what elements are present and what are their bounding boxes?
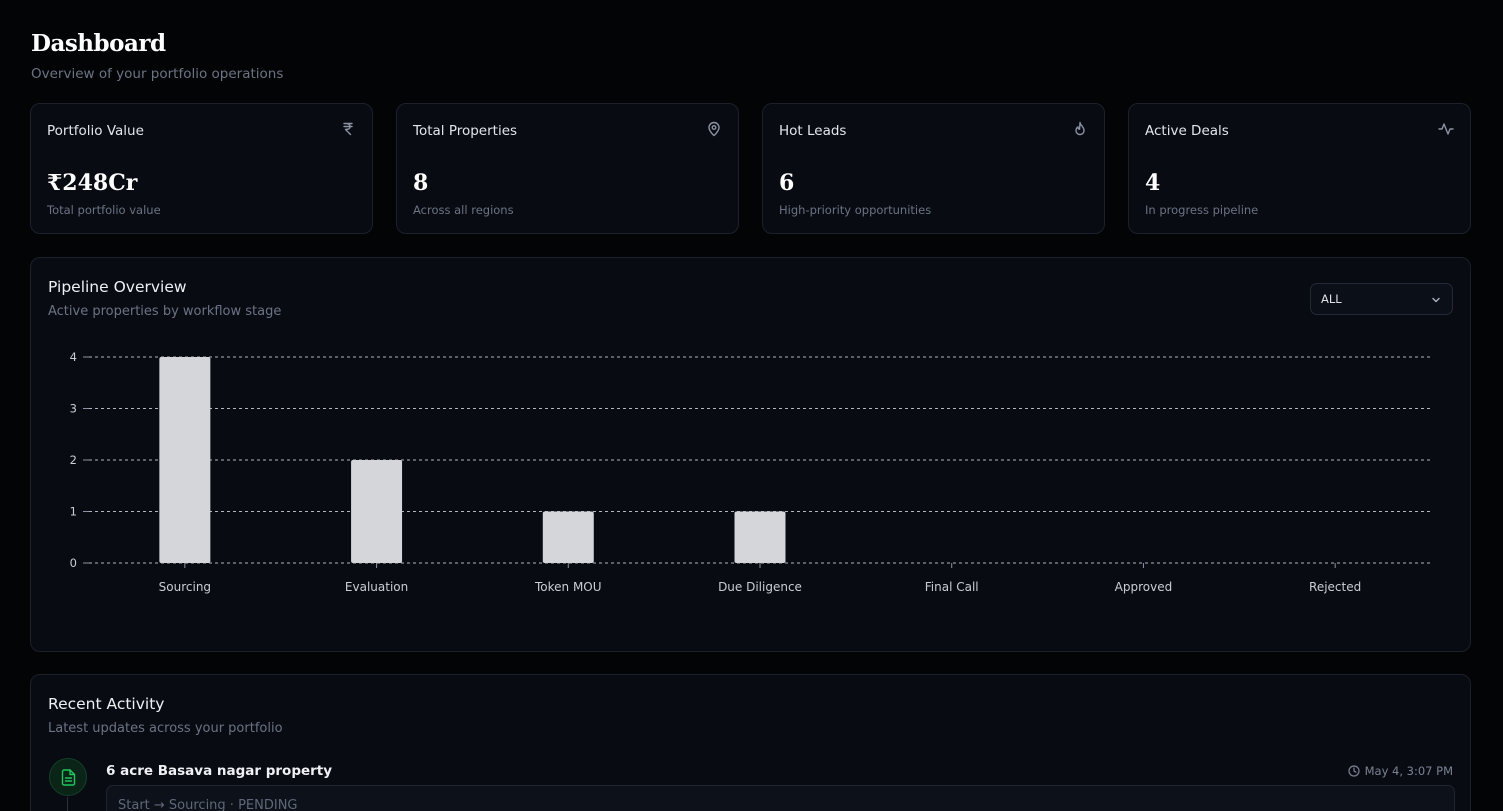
stage-filter-select[interactable]: ALL [1310, 283, 1453, 315]
stat-value: 8 [413, 170, 429, 196]
bar-sourcing [159, 357, 211, 563]
stat-card-total-properties: Total Properties 8 Across all regions [396, 103, 739, 234]
activity-item-time-text: May 4, 3:07 PM [1364, 764, 1453, 778]
x-tick-label: Due Diligence [718, 580, 802, 594]
stat-label: Portfolio Value [47, 123, 144, 139]
x-tick-label: Rejected [1309, 580, 1361, 594]
stat-card-hot-leads: Hot Leads 6 High-priority opportunities [762, 103, 1105, 234]
y-tick-label: 3 [70, 402, 77, 416]
stat-caption: Total portfolio value [47, 203, 161, 217]
chevron-down-icon [1432, 297, 1440, 303]
x-tick-label: Final Call [925, 580, 979, 594]
stage-filter-value: ALL [1321, 292, 1342, 306]
rupee-icon [340, 121, 356, 137]
bar-evaluation [351, 460, 403, 563]
activity-item-detail-text: Start → Sourcing · PENDING [118, 798, 298, 811]
bar-token-mou [542, 511, 594, 563]
activity-item-badge [49, 758, 87, 796]
stat-label: Hot Leads [779, 123, 847, 139]
stat-caption: Across all regions [413, 203, 514, 217]
pipeline-overview-card: Pipeline Overview Active properties by w… [30, 257, 1471, 652]
pipeline-title: Pipeline Overview [48, 278, 187, 296]
activity-title: Recent Activity [48, 695, 165, 713]
stat-value: 6 [779, 170, 795, 196]
x-tick-label: Sourcing [159, 580, 211, 594]
stat-card-portfolio-value: Portfolio Value ₹248Cr Total portfolio v… [30, 103, 373, 234]
stat-caption: High-priority opportunities [779, 203, 932, 217]
map-pin-icon [706, 121, 722, 137]
x-tick-label: Approved [1115, 580, 1173, 594]
y-tick-label: 1 [70, 505, 77, 519]
activity-item-time: May 4, 3:07 PM [1347, 764, 1453, 778]
recent-activity-card: Recent Activity Latest updates across yo… [30, 674, 1471, 811]
pipeline-subtitle: Active properties by workflow stage [48, 304, 282, 319]
x-tick-label: Evaluation [345, 580, 408, 594]
stat-value: 4 [1145, 170, 1161, 196]
y-tick-label: 4 [70, 350, 77, 364]
activity-item-title[interactable]: 6 acre Basava nagar property [106, 763, 333, 779]
page-title: Dashboard [31, 30, 166, 57]
activity-subtitle: Latest updates across your portfolio [48, 721, 283, 736]
timeline-connector [67, 797, 68, 811]
stat-value: ₹248Cr [47, 170, 138, 196]
x-tick-label: Token MOU [534, 580, 602, 594]
stat-label: Active Deals [1145, 123, 1229, 139]
activity-item-detail: Start → Sourcing · PENDING [106, 785, 1455, 811]
y-tick-label: 0 [70, 556, 77, 570]
document-icon [61, 769, 76, 786]
stat-card-active-deals: Active Deals 4 In progress pipeline [1128, 103, 1471, 234]
y-tick-label: 2 [70, 453, 77, 467]
stat-label: Total Properties [413, 123, 518, 139]
page-header: Dashboard Overview of your portfolio ope… [31, 30, 283, 82]
pipeline-bar-chart: 0 1 2 3 4 Sourcing Evaluation Token MOU Due Dili… [70, 350, 1431, 594]
activity-icon [1438, 121, 1454, 137]
page-subtitle: Overview of your portfolio operations [31, 66, 284, 82]
flame-icon [1072, 121, 1088, 137]
clock-icon [1347, 765, 1360, 777]
stat-caption: In progress pipeline [1145, 203, 1259, 217]
bar-due-diligence [734, 511, 786, 563]
